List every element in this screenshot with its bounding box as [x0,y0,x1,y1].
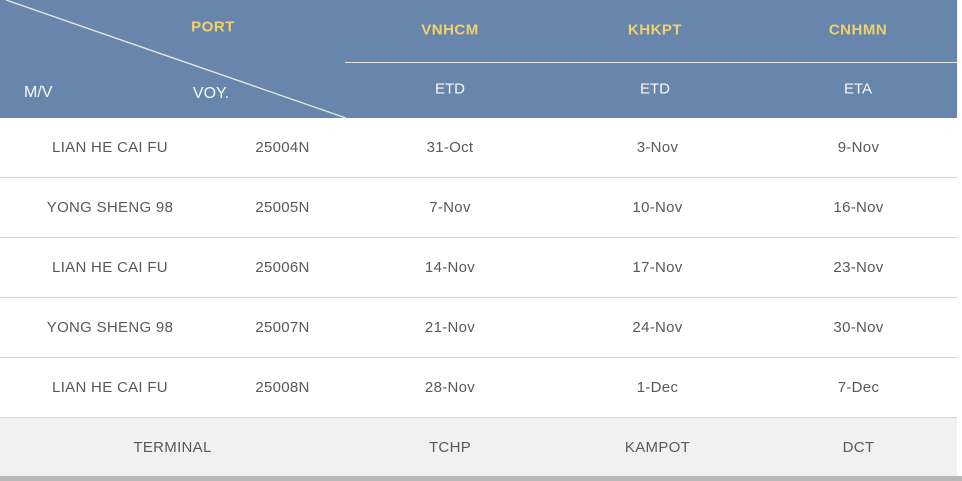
etd-vnhcm: 31-Oct [426,139,474,156]
terminal-row: TERMINAL TCHP KAMPOT DCT [0,418,957,476]
etd-column-header-vnhcm: ETD [435,80,465,98]
etd-khkpt: 17-Nov [632,259,683,276]
etd-column-header-khkpt: ETD [640,80,670,98]
port-header-vnhcm: VNHCM [421,21,479,39]
etd-vnhcm: 14-Nov [424,259,476,276]
eta-cnhmn: 30-Nov [833,319,884,336]
eta-cnhmn: 9-Nov [837,139,880,156]
vessel-name: LIAN HE CAI FU [52,379,168,396]
table-header: PORT M/V VOY. VNHCM KHKPT CNHMN ETD ETD … [0,0,957,118]
ports-underline [345,62,957,63]
table-row: LIAN HE CAI FU 25006N 14-Nov 17-Nov 23-N… [0,238,957,298]
table-row: LIAN HE CAI FU 25008N 28-Nov 1-Dec 7-Dec [0,358,957,418]
vessel-column-header: M/V [24,84,53,101]
voyage-number: 25008N [255,379,310,396]
vessel-name: LIAN HE CAI FU [52,139,168,156]
voyage-column-header: VOY. [192,85,230,102]
etd-khkpt: 24-Nov [632,319,683,336]
vessel-name: YONG SHENG 98 [46,199,174,216]
terminal-cnhmn: DCT [842,438,875,456]
port-corner-label: PORT [191,18,235,36]
vessel-name: LIAN HE CAI FU [52,259,168,276]
terminal-khkpt: KAMPOT [624,438,691,456]
eta-cnhmn: 16-Nov [833,199,884,216]
voyage-number: 25007N [255,319,310,336]
etd-khkpt: 1-Dec [636,379,679,396]
etd-vnhcm: 28-Nov [424,379,476,396]
voyage-number: 25004N [255,139,310,156]
header-diagonal-divider [5,0,347,118]
terminal-label: TERMINAL [133,438,212,456]
vessel-name: YONG SHENG 98 [46,319,174,336]
voyage-number: 25005N [255,199,310,216]
voyage-number: 25006N [255,259,310,276]
eta-column-header-cnhmn: ETA [843,80,873,98]
bottom-divider-bar [0,476,962,481]
etd-vnhcm: 21-Nov [424,319,476,336]
etd-vnhcm: 7-Nov [429,199,471,216]
port-header-cnhmn: CNHMN [828,21,888,39]
port-header-khkpt: KHKPT [627,21,683,39]
etd-khkpt: 10-Nov [632,199,683,216]
table-row: YONG SHENG 98 25005N 7-Nov 10-Nov 16-Nov [0,178,957,238]
table-row: YONG SHENG 98 25007N 21-Nov 24-Nov 30-No… [0,298,957,358]
eta-cnhmn: 7-Dec [837,379,880,396]
table-row: LIAN HE CAI FU 25004N 31-Oct 3-Nov 9-Nov [0,118,957,178]
etd-khkpt: 3-Nov [636,139,679,156]
eta-cnhmn: 23-Nov [833,259,884,276]
terminal-vnhcm: TCHP [428,438,472,456]
